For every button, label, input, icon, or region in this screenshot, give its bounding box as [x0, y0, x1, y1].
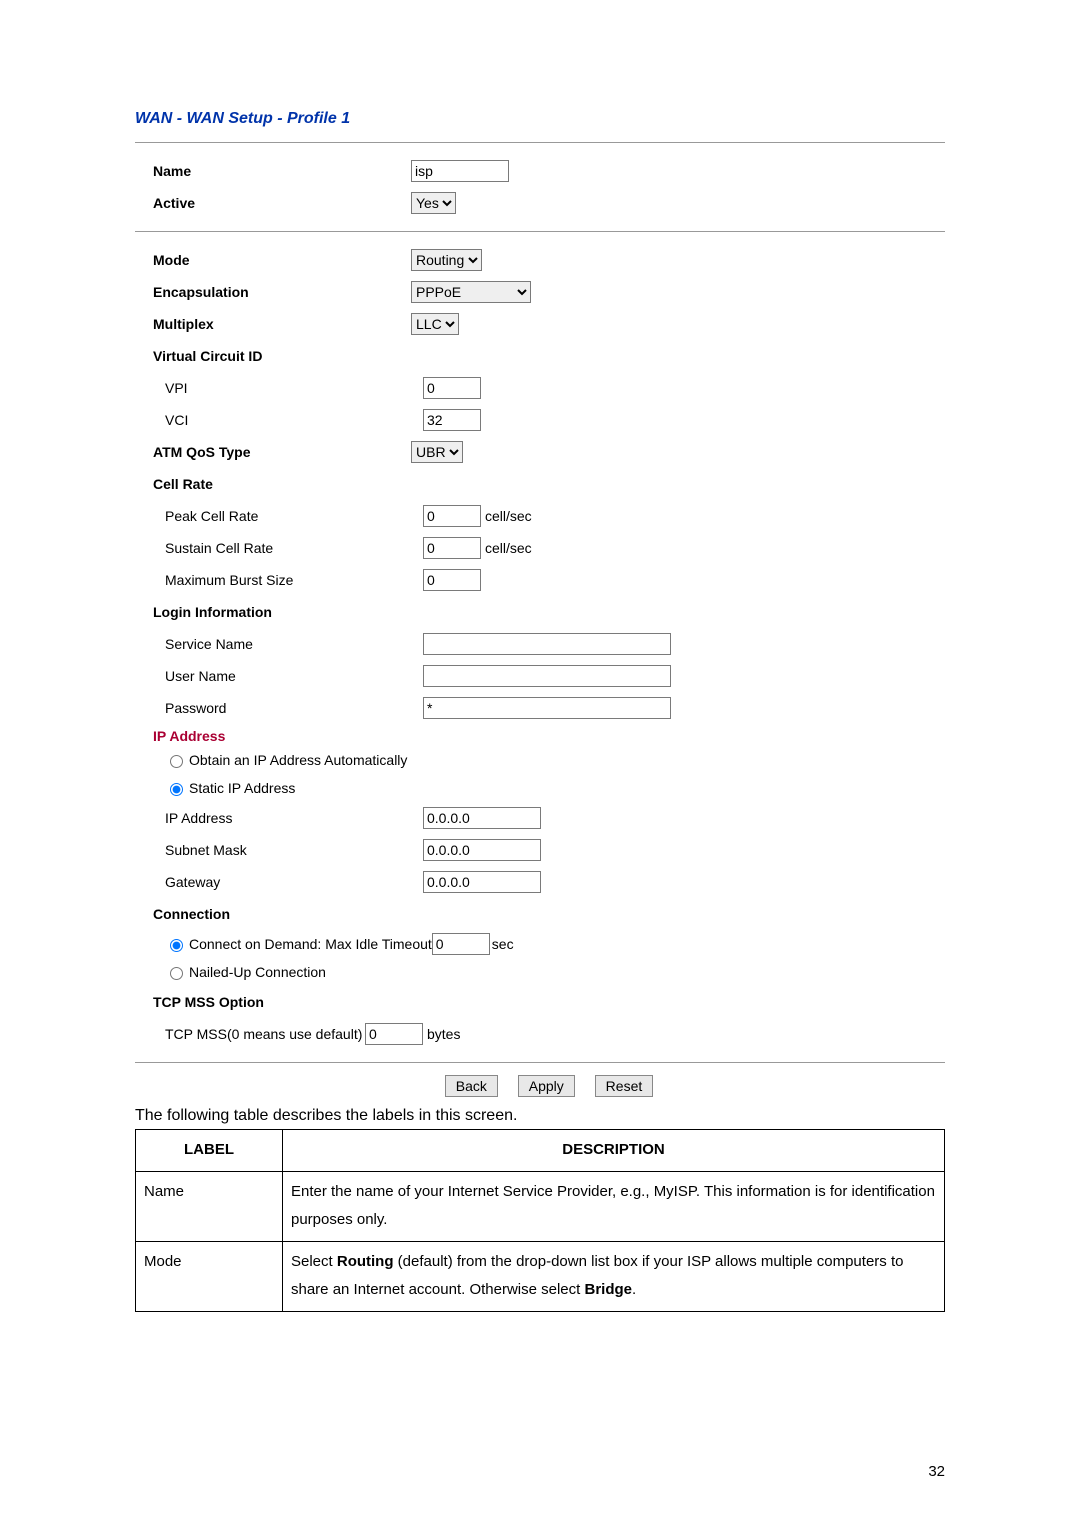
back-button[interactable]: Back: [445, 1075, 498, 1097]
name-label: Name: [153, 163, 411, 179]
form-area: Name Active Yes Mode Routing Encapsu: [135, 155, 945, 1097]
vcid-label: Virtual Circuit ID: [153, 348, 411, 364]
cellrate-label: Cell Rate: [153, 476, 411, 492]
user-name-input[interactable]: [423, 665, 671, 687]
service-name-label: Service Name: [153, 636, 423, 652]
sustain-unit: cell/sec: [485, 540, 532, 556]
table-cell-label: Name: [136, 1171, 283, 1241]
apply-button[interactable]: Apply: [518, 1075, 575, 1097]
vci-input[interactable]: [423, 409, 481, 431]
mode-select[interactable]: Routing: [411, 249, 482, 271]
active-label: Active: [153, 195, 411, 211]
tcp-mss-unit: bytes: [427, 1026, 460, 1042]
peak-input[interactable]: [423, 505, 481, 527]
login-label: Login Information: [153, 604, 411, 620]
ip-address-input[interactable]: [423, 807, 541, 829]
tcp-mss-label: TCP MSS(0 means use default): [153, 1026, 365, 1042]
table-cell-label: Mode: [136, 1241, 283, 1311]
table-header-desc: DESCRIPTION: [283, 1130, 945, 1172]
ip-address-header: IP Address: [153, 724, 945, 746]
nailed-up-radio[interactable]: [170, 967, 183, 980]
table-row: Mode Select Routing (default) from the d…: [136, 1241, 945, 1311]
connection-header: Connection: [153, 906, 411, 922]
subnet-input[interactable]: [423, 839, 541, 861]
gateway-input[interactable]: [423, 871, 541, 893]
table-row: Name Enter the name of your Internet Ser…: [136, 1171, 945, 1241]
maxburst-input[interactable]: [423, 569, 481, 591]
multiplex-select[interactable]: LLC: [411, 313, 459, 335]
multiplex-label: Multiplex: [153, 316, 411, 332]
divider: [135, 231, 945, 232]
mode-label: Mode: [153, 252, 411, 268]
active-select[interactable]: Yes: [411, 192, 456, 214]
reset-button[interactable]: Reset: [595, 1075, 654, 1097]
vpi-input[interactable]: [423, 377, 481, 399]
page-number: 32: [928, 1463, 945, 1480]
idle-timeout-input[interactable]: [432, 933, 490, 955]
ip-obtain-label: Obtain an IP Address Automatically: [189, 752, 407, 768]
gateway-label: Gateway: [153, 874, 423, 890]
description-table: LABEL DESCRIPTION Name Enter the name of…: [135, 1129, 945, 1312]
vpi-label: VPI: [153, 380, 423, 396]
service-name-input[interactable]: [423, 633, 671, 655]
ip-static-label: Static IP Address: [189, 780, 295, 796]
tcp-mss-header: TCP MSS Option: [153, 994, 411, 1010]
encapsulation-label: Encapsulation: [153, 284, 411, 300]
name-input[interactable]: [411, 160, 509, 182]
sustain-label: Sustain Cell Rate: [153, 540, 423, 556]
nailed-up-label: Nailed-Up Connection: [189, 964, 326, 980]
atmqos-label: ATM QoS Type: [153, 444, 411, 460]
user-name-label: User Name: [153, 668, 423, 684]
password-input[interactable]: [423, 697, 671, 719]
divider: [135, 142, 945, 143]
breadcrumb: WAN - WAN Setup - Profile 1: [135, 110, 945, 128]
ip-obtain-radio[interactable]: [170, 755, 183, 768]
ip-static-radio[interactable]: [170, 783, 183, 796]
tcp-mss-input[interactable]: [365, 1023, 423, 1045]
connect-ondemand-label: Connect on Demand: Max Idle Timeout: [189, 936, 432, 952]
password-label: Password: [153, 700, 423, 716]
maxburst-label: Maximum Burst Size: [153, 572, 423, 588]
atmqos-select[interactable]: UBR: [411, 441, 463, 463]
divider: [135, 1062, 945, 1063]
table-cell-desc: Enter the name of your Internet Service …: [283, 1171, 945, 1241]
sustain-input[interactable]: [423, 537, 481, 559]
subnet-label: Subnet Mask: [153, 842, 423, 858]
idle-timeout-unit: sec: [492, 936, 514, 952]
peak-unit: cell/sec: [485, 508, 532, 524]
desc-intro: The following table describes the labels…: [135, 1107, 945, 1125]
vci-label: VCI: [153, 412, 423, 428]
peak-label: Peak Cell Rate: [153, 508, 423, 524]
connect-ondemand-radio[interactable]: [170, 939, 183, 952]
ip-address-label: IP Address: [153, 810, 423, 826]
table-cell-desc: Select Routing (default) from the drop-d…: [283, 1241, 945, 1311]
table-header-label: LABEL: [136, 1130, 283, 1172]
encapsulation-select[interactable]: PPPoE: [411, 281, 531, 303]
